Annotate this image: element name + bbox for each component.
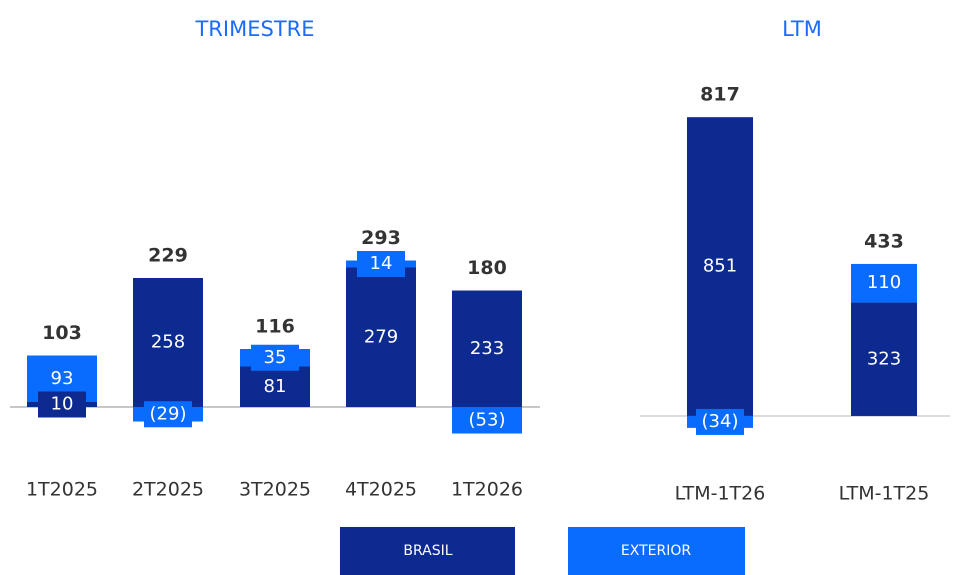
label-box xyxy=(696,408,744,435)
legend-label: EXTERIOR xyxy=(621,543,691,559)
bar-segment xyxy=(851,263,917,303)
total-label: 116 xyxy=(255,316,295,338)
x-tick-label: 3T2025 xyxy=(239,479,311,501)
label-box xyxy=(144,401,192,428)
data-label: 279 xyxy=(364,326,398,347)
bar-segment xyxy=(240,366,310,407)
chart-title: TRIMESTRE xyxy=(194,17,314,41)
data-label: 93 xyxy=(51,368,74,389)
data-label: 233 xyxy=(470,338,504,359)
bar-segment xyxy=(452,290,522,407)
data-label: 14 xyxy=(370,253,393,274)
legend: BRASIL EXTERIOR xyxy=(340,527,745,575)
data-label: (29) xyxy=(150,403,187,424)
bar-segment xyxy=(346,267,416,407)
bar-segment xyxy=(452,407,522,434)
x-tick-label: LTM-1T26 xyxy=(675,483,766,505)
legend-label: BRASIL xyxy=(403,543,452,559)
data-label: 851 xyxy=(703,256,737,277)
data-label: 10 xyxy=(51,394,74,415)
bar-segment xyxy=(851,302,917,416)
bar-segment xyxy=(133,278,203,407)
data-label: 258 xyxy=(151,332,185,353)
data-label: 110 xyxy=(867,272,901,293)
total-label: 433 xyxy=(864,230,904,252)
x-tick-label: 4T2025 xyxy=(345,479,417,501)
data-label: 35 xyxy=(264,347,287,368)
total-label: 180 xyxy=(467,257,507,279)
data-label: (53) xyxy=(469,409,506,430)
label-box xyxy=(251,344,299,371)
label-box xyxy=(357,251,405,277)
data-label: 81 xyxy=(264,376,287,397)
legend-swatch xyxy=(340,527,515,575)
x-tick-label: 2T2025 xyxy=(132,479,204,501)
x-tick-label: LTM-1T25 xyxy=(839,483,930,505)
label-box xyxy=(38,391,86,418)
data-label: (34) xyxy=(702,411,739,432)
legend-swatch xyxy=(568,527,745,575)
x-tick-label: 1T2026 xyxy=(451,479,523,501)
data-label: 323 xyxy=(867,348,901,369)
total-label: 293 xyxy=(361,227,401,249)
total-label: 103 xyxy=(42,322,82,344)
total-label: 229 xyxy=(148,245,188,267)
bar-segment xyxy=(687,117,753,416)
total-label: 817 xyxy=(700,84,740,106)
x-tick-label: 1T2025 xyxy=(26,479,98,501)
chart-title: LTM xyxy=(782,17,822,41)
